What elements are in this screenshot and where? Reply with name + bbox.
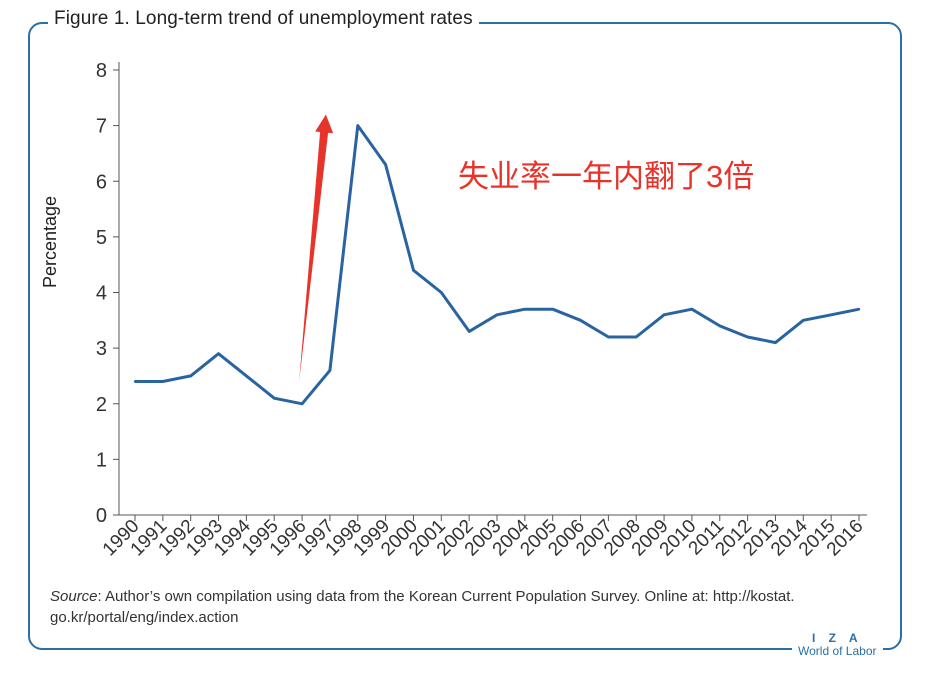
data-point: [857, 307, 861, 311]
data-point: [217, 352, 220, 355]
data-point: [273, 396, 276, 400]
chart-axes: [118, 62, 867, 516]
data-point: [635, 335, 638, 339]
y-tick-label: 4: [96, 283, 107, 305]
iza-logo-top: I Z A: [811, 631, 863, 645]
data-point: [356, 124, 359, 127]
data-point: [300, 402, 304, 405]
data-point: [718, 324, 721, 328]
x-ticks: 1990199119921993199419951996199719981999…: [99, 515, 868, 560]
data-point: [607, 335, 610, 339]
chinese-annotation: 失业率一年内翻了3倍: [458, 159, 755, 194]
data-point: [829, 313, 833, 316]
y-tick-label: 3: [96, 338, 107, 360]
data-point: [746, 335, 749, 339]
y-ticks: 0 1 2 3 4 5 6 7 8: [96, 60, 119, 527]
data-point: [774, 341, 777, 344]
iza-logo-bottom: World of Labor: [798, 644, 877, 658]
source-label: Source: [50, 588, 98, 605]
y-tick-label: 2: [96, 394, 107, 416]
data-point: [690, 307, 694, 311]
figure-title: Figure 1. Long-term trend of unemploymen…: [48, 8, 479, 30]
data-point: [551, 307, 554, 311]
y-tick-label: 8: [96, 60, 107, 82]
iza-logo: I Z A World of Labor: [792, 632, 883, 658]
y-tick-label: 7: [96, 116, 107, 138]
red-arrow: [299, 114, 334, 382]
y-tick-label: 1: [96, 449, 107, 471]
source-note: Source: Author’s own compilation using d…: [50, 586, 870, 628]
data-point: [802, 319, 805, 322]
chart-series: [133, 124, 861, 406]
data-point: [133, 380, 137, 383]
data-point: [245, 374, 248, 378]
y-tick-label: 0: [96, 505, 107, 527]
y-tick-label: 5: [96, 227, 107, 249]
source-text: : Author’s own compilation using data fr…: [50, 588, 795, 626]
data-point: [161, 380, 165, 383]
data-point: [579, 319, 582, 322]
data-point: [189, 374, 192, 378]
data-point: [662, 313, 666, 316]
chart-annotations: [299, 114, 334, 382]
data-point: [440, 291, 443, 294]
data-point: [495, 313, 499, 316]
y-tick-label: 6: [96, 171, 107, 193]
data-point: [328, 369, 332, 372]
data-point: [412, 269, 415, 272]
data-point: [523, 307, 527, 311]
data-point: [467, 330, 471, 333]
data-point: [384, 163, 387, 166]
